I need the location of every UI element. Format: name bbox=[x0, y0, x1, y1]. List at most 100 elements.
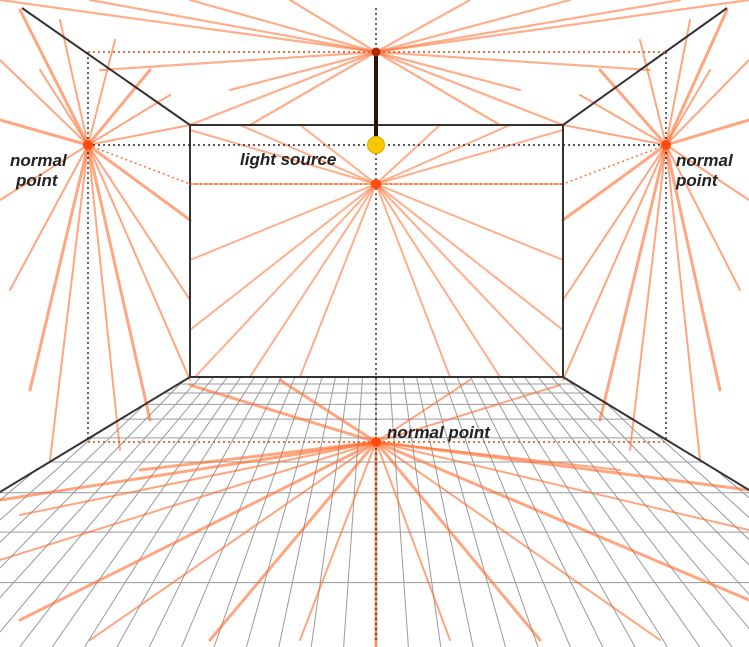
reflection-ray bbox=[374, 50, 565, 127]
reflection-ray bbox=[665, 144, 701, 461]
ceiling-normal-point bbox=[371, 47, 381, 57]
reflection-ray bbox=[374, 50, 502, 127]
reflection-ray bbox=[374, 0, 472, 54]
reflection-ray bbox=[375, 441, 749, 531]
reflection-ray bbox=[299, 183, 377, 378]
reflection-ray bbox=[86, 143, 192, 222]
floor-grid-line bbox=[0, 376, 188, 569]
light-source-bulb bbox=[367, 136, 385, 154]
reflection-ray bbox=[19, 441, 377, 516]
floor-grid-line bbox=[84, 376, 255, 647]
reflection-ray bbox=[665, 69, 711, 146]
reflection-ray bbox=[288, 0, 378, 54]
floor-grid-line bbox=[148, 376, 282, 647]
floor-grid-line bbox=[389, 376, 409, 647]
floor-grid-line bbox=[429, 376, 507, 647]
reflection-ray bbox=[562, 144, 667, 301]
reflection-ray bbox=[375, 124, 511, 185]
reflection-ray bbox=[374, 0, 749, 54]
reflection-ray bbox=[375, 183, 564, 261]
back-wall-normal-point bbox=[371, 179, 381, 189]
ceiling-right-edge bbox=[562, 7, 728, 126]
floor-grid-line bbox=[213, 376, 309, 647]
reflection-ray bbox=[88, 0, 378, 54]
floor-grid-line bbox=[564, 376, 749, 566]
reflection-ray bbox=[86, 143, 152, 422]
reflection-ray bbox=[665, 59, 749, 146]
floor-grid-line bbox=[116, 376, 269, 647]
floor-grid-line bbox=[245, 376, 323, 647]
floor-grid-line bbox=[51, 376, 242, 647]
reflection-ray bbox=[49, 144, 89, 461]
reflection-ray bbox=[239, 124, 377, 185]
floor-grid-line bbox=[443, 376, 539, 647]
reflection-ray bbox=[664, 143, 722, 392]
reflection-ray bbox=[598, 143, 668, 422]
reflection-ray bbox=[598, 68, 668, 147]
reflection-ray bbox=[665, 144, 741, 291]
floor-grid-line bbox=[578, 376, 749, 541]
reflection-ray bbox=[89, 441, 377, 641]
reflection-ray bbox=[87, 144, 191, 381]
left-normal-label-line1: normal bbox=[10, 151, 68, 170]
reflection-ray bbox=[375, 124, 441, 185]
reflection-ray bbox=[374, 50, 652, 72]
reflection-ray bbox=[562, 124, 667, 146]
reflection-ray bbox=[87, 144, 191, 301]
normal-points bbox=[83, 47, 671, 447]
right-normal-label-line1: normal bbox=[676, 151, 734, 170]
reflection-ray bbox=[0, 59, 89, 146]
reflection-ray bbox=[0, 440, 378, 502]
reflection-ray bbox=[375, 183, 561, 378]
reflection-ray bbox=[374, 50, 522, 92]
floor-normal-label: normal point bbox=[387, 423, 491, 442]
floor-left-edge bbox=[0, 376, 191, 493]
reflection-ray bbox=[248, 50, 378, 127]
left-orange-dotted bbox=[87, 144, 191, 185]
reflection-ray bbox=[374, 0, 682, 54]
right-normal-label-line2: point bbox=[675, 171, 719, 190]
floor-grid-line bbox=[0, 376, 201, 599]
floor-normal-point bbox=[371, 437, 381, 447]
reflection-ray bbox=[374, 0, 572, 54]
reflection-ray bbox=[87, 144, 121, 451]
reflection-ray bbox=[375, 441, 661, 641]
reflection-ray bbox=[39, 69, 89, 146]
reflection-ray bbox=[189, 183, 377, 261]
reflection-ray bbox=[562, 144, 667, 381]
reflection-ray bbox=[0, 118, 90, 147]
light-source-label: light source bbox=[240, 150, 336, 169]
floor-grid-line bbox=[416, 376, 474, 647]
reflection-ray bbox=[374, 440, 749, 602]
reflection-ray bbox=[188, 383, 378, 444]
floor-grid-line bbox=[343, 376, 363, 647]
reflection-ray bbox=[299, 124, 377, 185]
reflection-ray bbox=[28, 143, 90, 392]
floor-grid-line bbox=[524, 376, 733, 647]
right-orange-dotted bbox=[562, 144, 667, 185]
reflection-ray bbox=[375, 441, 621, 471]
reflection-ray bbox=[59, 19, 89, 146]
reflection-ray bbox=[375, 183, 564, 331]
reflection-ray bbox=[375, 384, 561, 443]
reflection-ray bbox=[194, 183, 377, 378]
reflection-ray bbox=[188, 0, 378, 54]
ceiling-left-edge bbox=[21, 7, 191, 126]
floor-grid-line bbox=[510, 376, 701, 647]
reflection-ray bbox=[86, 68, 152, 147]
right-wall-normal-point bbox=[661, 140, 671, 150]
floor-grid-line bbox=[456, 376, 571, 647]
reflection-ray bbox=[189, 129, 377, 185]
reflection-ray bbox=[629, 144, 667, 451]
floor-grid-line bbox=[278, 376, 336, 647]
reflection-ray bbox=[208, 440, 378, 642]
reflection-ray bbox=[278, 378, 378, 444]
reflection-ray bbox=[665, 19, 691, 146]
reflection-ray bbox=[0, 441, 377, 561]
reflection-ray bbox=[375, 183, 501, 378]
reflection-ray bbox=[9, 144, 89, 291]
reflection-ray bbox=[665, 144, 749, 201]
